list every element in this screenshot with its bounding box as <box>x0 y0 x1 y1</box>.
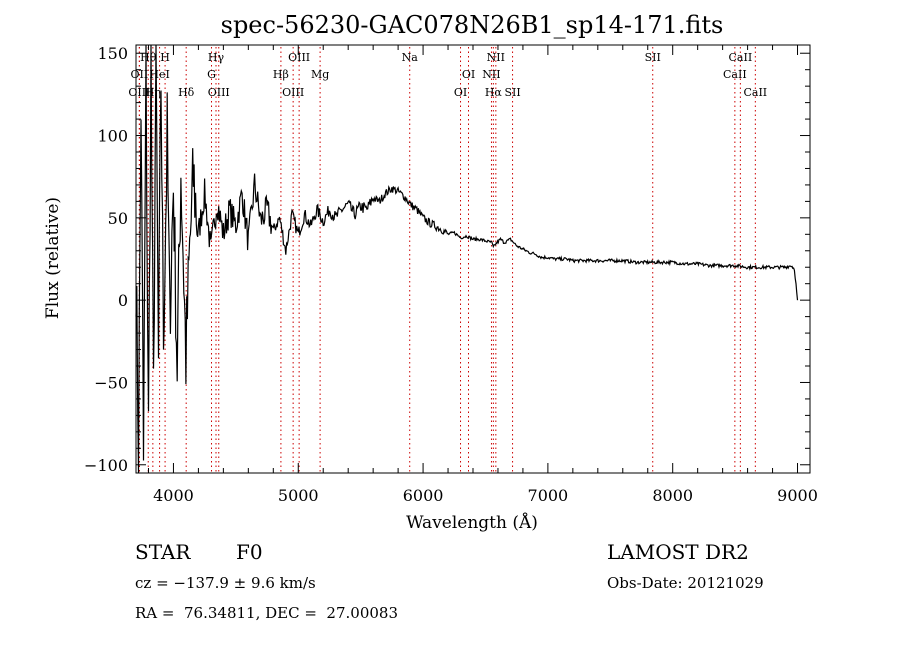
emission-label-12: Mg <box>311 68 329 81</box>
emission-label-16: OIII <box>128 86 150 99</box>
emission-label-18: Hδ <box>178 86 195 99</box>
emission-label-19: OIII <box>208 86 230 99</box>
emission-label-10: G <box>207 68 216 81</box>
emission-label-8: OII <box>131 68 149 81</box>
y-tick-label-2: 0 <box>118 291 128 310</box>
observation-date: Obs-Date: 20121029 <box>607 574 764 592</box>
y-tick-label-5: 150 <box>97 44 128 63</box>
x-tick-label-4: 8000 <box>652 486 693 505</box>
emission-label-3: OIII <box>288 51 310 64</box>
emission-label-4: Na <box>402 51 419 64</box>
x-tick-label-0: 4000 <box>153 486 194 505</box>
emission-label-14: NII <box>482 68 500 81</box>
emission-label-11: Hβ <box>273 68 289 81</box>
y-tick-label-0: −100 <box>84 456 128 475</box>
chart-title: spec-56230-GAC078N26B1_sp14-171.fits <box>221 11 724 39</box>
emission-label-21: OI <box>454 86 467 99</box>
y-axis-label: Flux (relative) <box>43 197 63 319</box>
survey-name: LAMOST DR2 <box>607 540 749 564</box>
x-axis-label: Wavelength (Å) <box>406 512 538 533</box>
emission-label-13: OI <box>462 68 475 81</box>
x-tick-label-3: 7000 <box>528 486 569 505</box>
emission-label-15: CaII <box>723 68 747 81</box>
y-axis-ticks: −100 −50 0 50 100 150 <box>84 44 810 475</box>
emission-label-7: CaII <box>729 51 753 64</box>
y-tick-label-3: 50 <box>108 209 128 228</box>
emission-label-0: Hθ <box>140 51 157 64</box>
redshift-cz: cz = −137.9 ± 9.6 km/s <box>135 574 316 592</box>
emission-label-17: Hη <box>145 86 161 99</box>
emission-label-23: SII <box>504 86 520 99</box>
x-tick-label-2: 6000 <box>403 486 444 505</box>
emission-label-24: CaII <box>743 86 767 99</box>
plot-frame <box>135 44 811 474</box>
emission-label-20: OIII <box>282 86 304 99</box>
ra-dec-coordinates: RA = 76.34811, DEC = 27.00083 <box>135 604 399 622</box>
object-class: STAR <box>135 540 191 564</box>
spectrum-line <box>135 44 799 474</box>
x-tick-label-5: 9000 <box>777 486 818 505</box>
y-tick-label-1: −50 <box>94 373 128 392</box>
emission-label-6: SII <box>645 51 661 64</box>
emission-label-5: NII <box>487 51 505 64</box>
emission-label-22: Hα <box>485 86 503 99</box>
emission-label-2: Hγ <box>208 51 225 64</box>
object-subclass: F0 <box>236 540 263 564</box>
emission-label-1: H <box>160 51 170 64</box>
x-tick-label-1: 5000 <box>278 486 319 505</box>
emission-line-labels: Hθ H Hγ OIII Na NII SII CaII OII HeI G Hβ Mg OI NII CaI… <box>128 51 767 99</box>
x-axis-ticks: 4000 5000 6000 7000 8000 9000 <box>147 45 818 505</box>
emission-line-markers <box>138 47 756 473</box>
y-tick-label-4: 100 <box>97 127 128 146</box>
emission-label-9: HeI <box>149 68 169 81</box>
